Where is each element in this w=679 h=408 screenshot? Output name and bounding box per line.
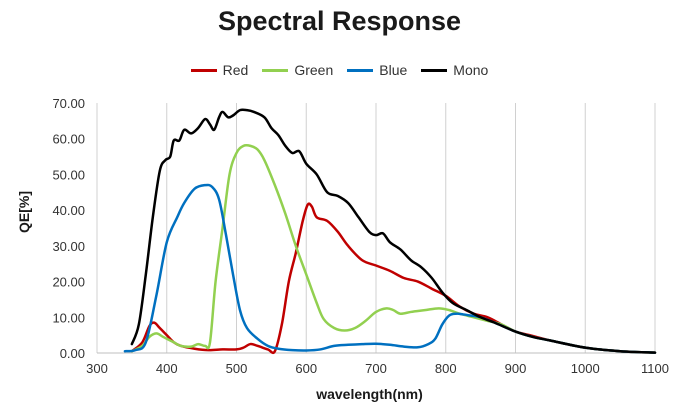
legend-item-green: Green xyxy=(262,62,333,78)
legend-swatch xyxy=(347,68,374,72)
series-line-blue xyxy=(123,183,657,354)
x-tick-label: 600 xyxy=(295,361,317,376)
legend-label: Green xyxy=(294,62,334,78)
legend-item-blue: Blue xyxy=(347,62,407,78)
x-axis-label: wavelength(nm) xyxy=(316,386,423,402)
legend-item-mono: Mono xyxy=(421,62,488,78)
series-layer xyxy=(123,108,657,355)
x-tick-label: 900 xyxy=(505,361,527,376)
series-line-mono xyxy=(130,108,657,354)
legend-label: Mono xyxy=(453,62,489,78)
x-tick-label: 800 xyxy=(435,361,457,376)
y-tick-label: 60.00 xyxy=(52,132,85,147)
legend-label: Red xyxy=(222,62,249,78)
y-tick-label: 50.00 xyxy=(52,167,85,182)
legend-swatch xyxy=(262,68,289,72)
y-tick-label: 40.00 xyxy=(52,203,85,218)
x-tick-label: 1000 xyxy=(571,361,600,376)
grid-layer xyxy=(96,103,656,353)
x-tick-label: 300 xyxy=(86,361,108,376)
legend-item-red: Red xyxy=(190,62,249,78)
x-tick-label: 1100 xyxy=(641,361,669,376)
y-tick-label: 20.00 xyxy=(52,275,85,290)
legend: Red Green Blue Mono xyxy=(0,62,679,78)
y-tick-label: 30.00 xyxy=(52,239,85,254)
y-tick-label: 10.00 xyxy=(52,310,85,325)
chart-title: Spectral Response xyxy=(217,6,462,36)
series-line-green xyxy=(130,143,657,354)
legend-label: Blue xyxy=(379,62,408,78)
axis-layer: 300 400 500 600 700 800 900 1000 1100 0.00 10.00 20… xyxy=(52,96,669,376)
legend-swatch xyxy=(421,68,448,72)
legend-swatch xyxy=(190,68,217,72)
x-tick-label: 700 xyxy=(365,361,387,376)
y-tick-label: 70.00 xyxy=(52,96,85,111)
x-tick-label: 500 xyxy=(226,361,248,376)
x-tick-label: 400 xyxy=(156,361,178,376)
y-axis-label: QE[%] xyxy=(16,191,32,233)
y-tick-label: 0.00 xyxy=(60,346,85,361)
